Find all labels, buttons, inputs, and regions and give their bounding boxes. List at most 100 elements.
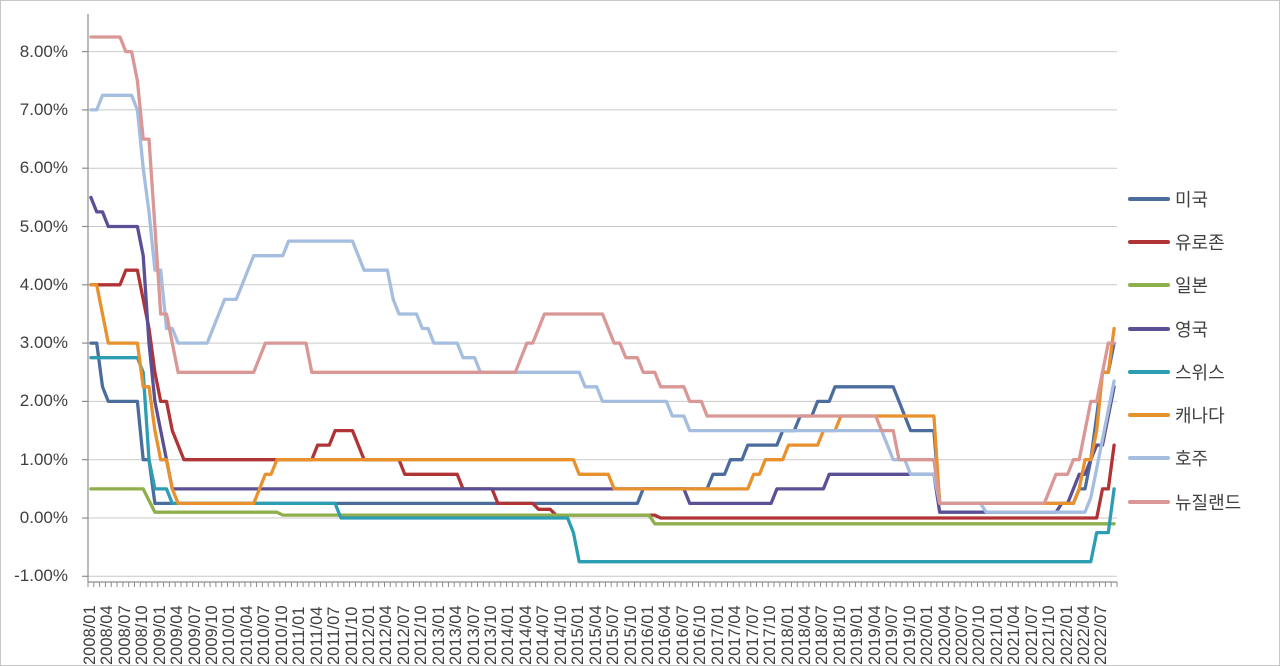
x-tick-label: 2011/04 — [307, 606, 326, 665]
x-tick-label: 2008/04 — [98, 605, 117, 665]
legend-swatch-new-zealand — [1128, 499, 1170, 504]
x-tick-label: 2010/01 — [220, 605, 239, 665]
x-tick-label: 2021/01 — [987, 605, 1006, 665]
legend-swatch-switzerland — [1128, 369, 1170, 374]
x-tick-label: 2008/07 — [115, 605, 134, 665]
series-line-switzerland — [89, 356, 1116, 564]
y-tick-label: 5.00% — [19, 216, 68, 236]
y-tick-label: 1.00% — [19, 449, 68, 469]
legend-swatch-usa — [1128, 196, 1170, 201]
legend-item-uk: 영국 — [1128, 307, 1278, 350]
series-line-uk — [89, 195, 1116, 514]
x-tick-label: 2015/07 — [604, 605, 623, 665]
series-line-australia — [89, 93, 1116, 514]
legend-label-switzerland: 스위스 — [1175, 362, 1225, 383]
x-tick-label: 2020/04 — [935, 605, 954, 665]
x-tick-label: 2013/01 — [429, 605, 448, 665]
x-tick-label: 2012/01 — [359, 605, 378, 665]
legend-item-japan: 일본 — [1128, 264, 1278, 307]
x-tick-label: 2018/07 — [813, 605, 832, 665]
x-tick-label: 2020/01 — [918, 605, 937, 665]
x-tick-label: 2021/04 — [1005, 605, 1024, 665]
x-tick-label: 2010/10 — [272, 605, 291, 665]
y-tick-label: 7.00% — [19, 99, 68, 119]
legend-item-eurozone: 유로존 — [1128, 220, 1278, 263]
x-tick-label: 2014/01 — [499, 605, 518, 665]
x-tick-label: 2009/10 — [202, 605, 221, 665]
x-tick-label: 2008/10 — [133, 605, 152, 665]
legend-label-japan: 일본 — [1175, 276, 1209, 297]
x-tick-label: 2022/01 — [1057, 605, 1076, 665]
legend-swatch-eurozone — [1128, 239, 1170, 244]
x-tick-label: 2008/01 — [80, 605, 99, 665]
x-tick-label: 2020/07 — [952, 605, 971, 665]
y-tick-label: 8.00% — [19, 41, 68, 61]
x-tick-label: 2010/04 — [237, 605, 256, 665]
legend-label-canada: 캐나다 — [1175, 406, 1225, 427]
legend-label-australia: 호주 — [1175, 449, 1209, 470]
y-tick-label: -1.00% — [14, 566, 68, 586]
x-tick-label: 2016/07 — [673, 605, 692, 665]
x-tick-label: 2017/07 — [743, 605, 762, 665]
x-tick-label: 2016/10 — [691, 605, 710, 665]
x-tick-label: 2020/10 — [970, 605, 989, 665]
legend-label-uk: 영국 — [1175, 319, 1209, 340]
legend-item-switzerland: 스위스 — [1128, 350, 1278, 393]
x-tick-label: 2019/04 — [865, 605, 884, 665]
x-tick-label: 2011/10 — [342, 606, 361, 665]
x-tick-label: 2022/04 — [1075, 605, 1094, 665]
x-tick-label: 2015/04 — [586, 605, 605, 665]
x-tick-label: 2013/04 — [447, 605, 466, 665]
series-line-eurozone — [89, 268, 1116, 520]
legend-item-canada: 캐나다 — [1128, 393, 1278, 436]
y-tick-label: 3.00% — [19, 333, 68, 353]
x-tick-label: 2012/07 — [394, 605, 413, 665]
legend-item-new-zealand: 뉴질랜드 — [1128, 480, 1278, 523]
x-tick-label: 2014/07 — [534, 605, 553, 665]
x-tick-label: 2022/07 — [1092, 605, 1111, 665]
x-tick-label: 2019/10 — [900, 605, 919, 665]
x-tick-label: 2011/07 — [325, 606, 344, 665]
x-tick-label: 2015/10 — [621, 605, 640, 665]
x-tick-label: 2021/10 — [1040, 605, 1059, 665]
x-tick-label: 2021/07 — [1022, 605, 1041, 665]
x-tick-label: 2009/01 — [150, 605, 169, 665]
x-tick-label: 2009/07 — [185, 605, 204, 665]
series-line-japan — [89, 487, 1116, 526]
x-tick-label: 2017/10 — [761, 605, 780, 665]
legend-item-australia: 호주 — [1128, 437, 1278, 480]
legend-label-usa: 미국 — [1175, 189, 1209, 210]
x-tick-label: 2018/01 — [778, 605, 797, 665]
x-tick-label: 2019/07 — [883, 605, 902, 665]
series-line-new-zealand — [89, 35, 1116, 506]
x-tick-label: 2010/07 — [255, 605, 274, 665]
x-tick-label: 2012/04 — [377, 605, 396, 665]
x-tick-label: 2014/04 — [516, 605, 535, 665]
legend-swatch-australia — [1128, 456, 1170, 461]
x-tick-label: 2017/04 — [726, 605, 745, 665]
x-tick-label: 2018/10 — [830, 605, 849, 665]
y-tick-label: 4.00% — [19, 274, 68, 294]
y-tick-label: 2.00% — [19, 391, 68, 411]
legend-label-eurozone: 유로존 — [1175, 232, 1225, 253]
x-tick-label: 2011/01 — [290, 606, 309, 665]
x-tick-label: 2014/10 — [551, 605, 570, 665]
x-tick-label: 2017/01 — [708, 605, 727, 665]
x-tick-label: 2015/01 — [569, 605, 588, 665]
legend-item-usa: 미국 — [1128, 177, 1278, 220]
legend-swatch-canada — [1128, 413, 1170, 418]
x-tick-label: 2016/01 — [639, 605, 657, 665]
legend-swatch-japan — [1128, 283, 1170, 288]
series-line-usa — [89, 341, 1116, 506]
legend-label-new-zealand: 뉴질랜드 — [1175, 492, 1242, 513]
x-tick-label: 2009/04 — [168, 605, 187, 665]
x-tick-label: 2018/04 — [795, 605, 814, 665]
y-tick-label: 6.00% — [19, 158, 68, 178]
x-tick-label: 2013/10 — [482, 605, 501, 665]
x-tick-label: 2012/10 — [412, 605, 431, 665]
x-tick-label: 2013/07 — [464, 605, 483, 665]
x-tick-label: 2019/01 — [848, 605, 867, 665]
